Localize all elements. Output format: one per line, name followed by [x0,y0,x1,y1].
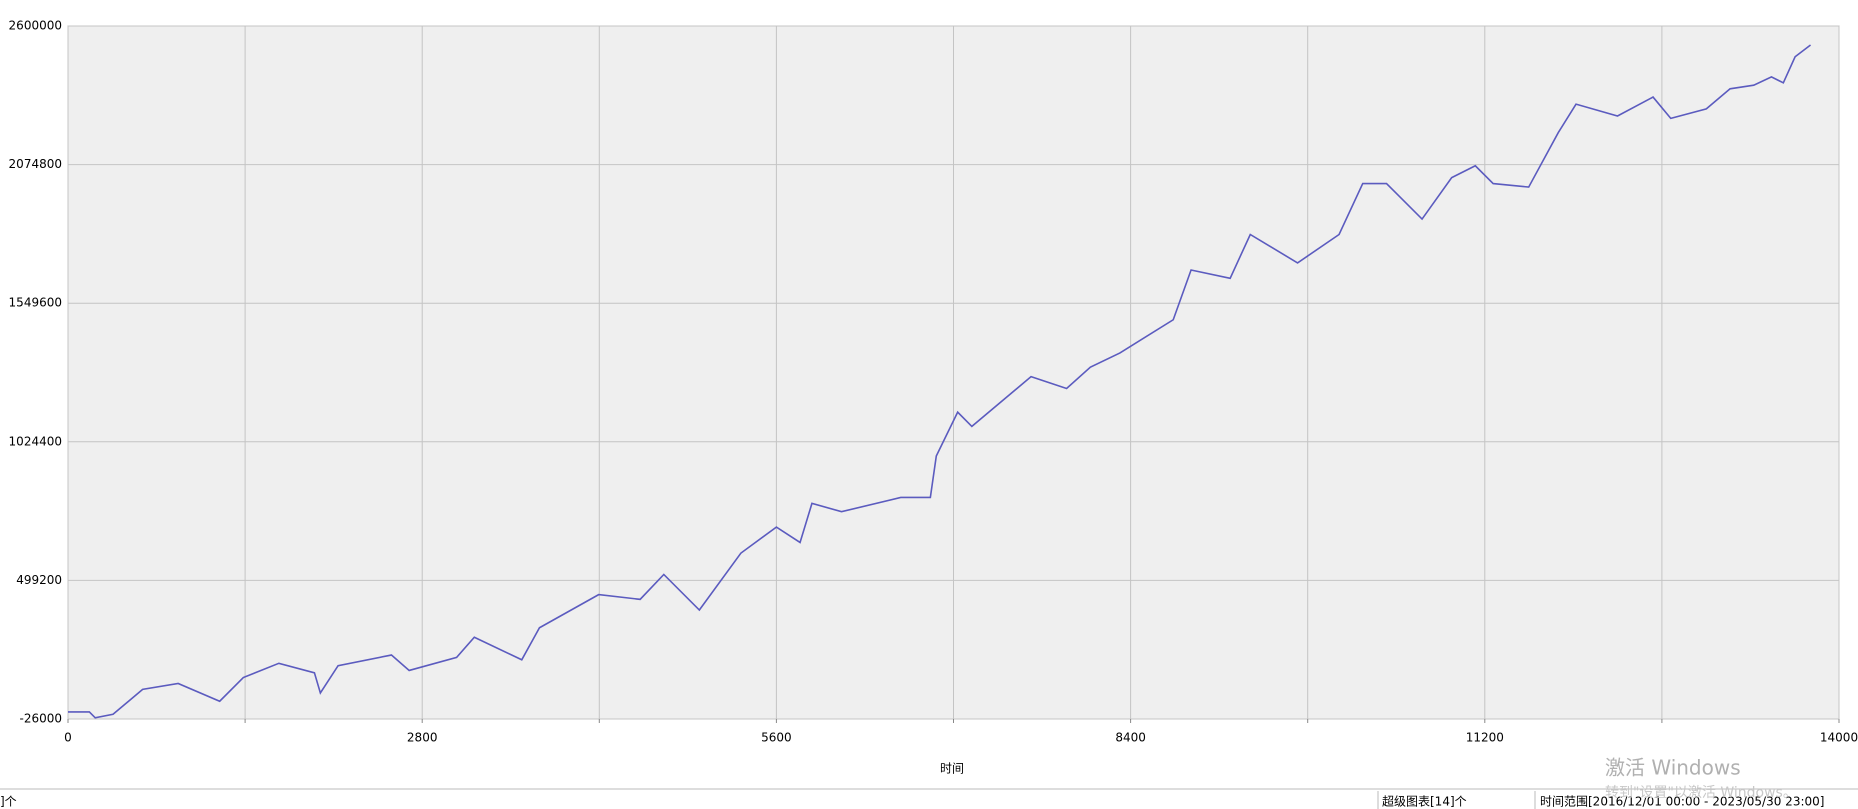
y-tick-label: 2600000 [9,19,62,33]
y-tick-label: 1549600 [9,296,62,310]
x-tick-label: 5600 [761,731,792,745]
status-text: 时间范围[2016/12/01 00:00 - 2023/05/30 23:00… [1540,795,1824,809]
y-tick-label: -26000 [19,712,62,726]
x-tick-label: 0 [64,731,72,745]
x-tick-label: 14000 [1820,731,1858,745]
x-tick-label: 8400 [1115,731,1146,745]
watermark-hint: 转到"设置"以激活 Windows。 [1605,784,1797,801]
y-tick-label: 499200 [16,573,62,587]
y-tick-label: 1024400 [9,434,62,448]
y-tick-label: 2074800 [9,157,62,171]
data-line [68,44,1812,719]
x-tick-label: 11200 [1466,731,1504,745]
x-tick-label: 2800 [407,731,438,745]
x-axis-label: 时间 [940,762,964,776]
status-text: 超级图表[14]个 [1382,794,1467,809]
watermark-title: 激活 Windows [1605,756,1741,780]
status-text: ]个 [0,795,17,809]
